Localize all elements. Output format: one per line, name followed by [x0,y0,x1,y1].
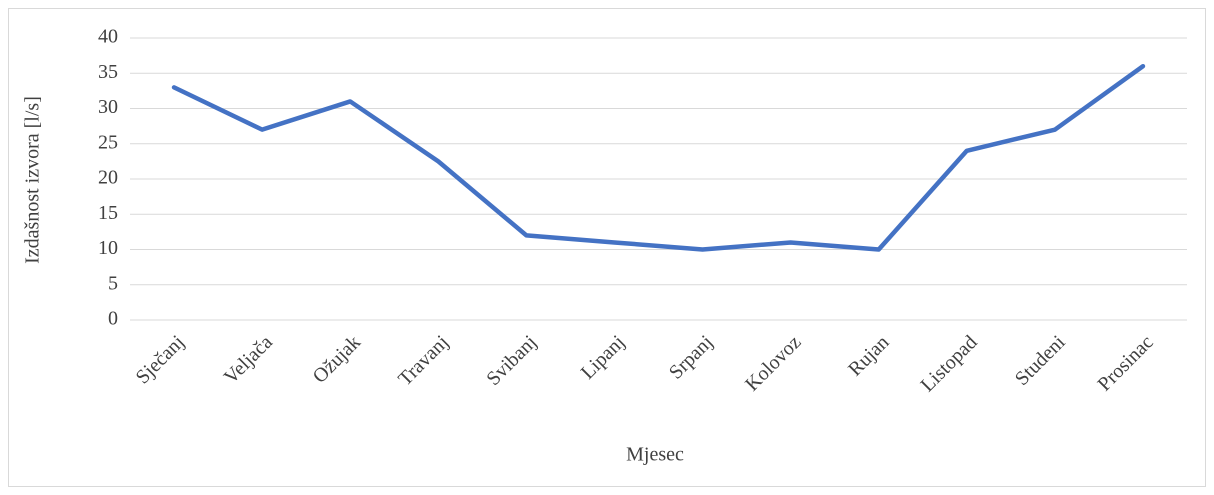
y-tick-label: 25 [98,131,118,153]
y-tick-label: 35 [98,61,118,83]
data-line [171,63,1146,252]
y-tick-label: 0 [108,308,118,330]
y-tick-label: 30 [98,96,118,118]
y-tick-label: 15 [98,202,118,224]
y-tick-label: 5 [108,272,118,294]
chart-border [8,8,1206,487]
y-tick-label: 40 [98,26,118,48]
y-axis-title: Izdašnost izvora [l/s] [22,96,44,264]
y-tick-label: 10 [98,237,118,259]
y-tick-label: 20 [98,167,118,189]
x-axis-title: Mjesec [626,444,684,466]
